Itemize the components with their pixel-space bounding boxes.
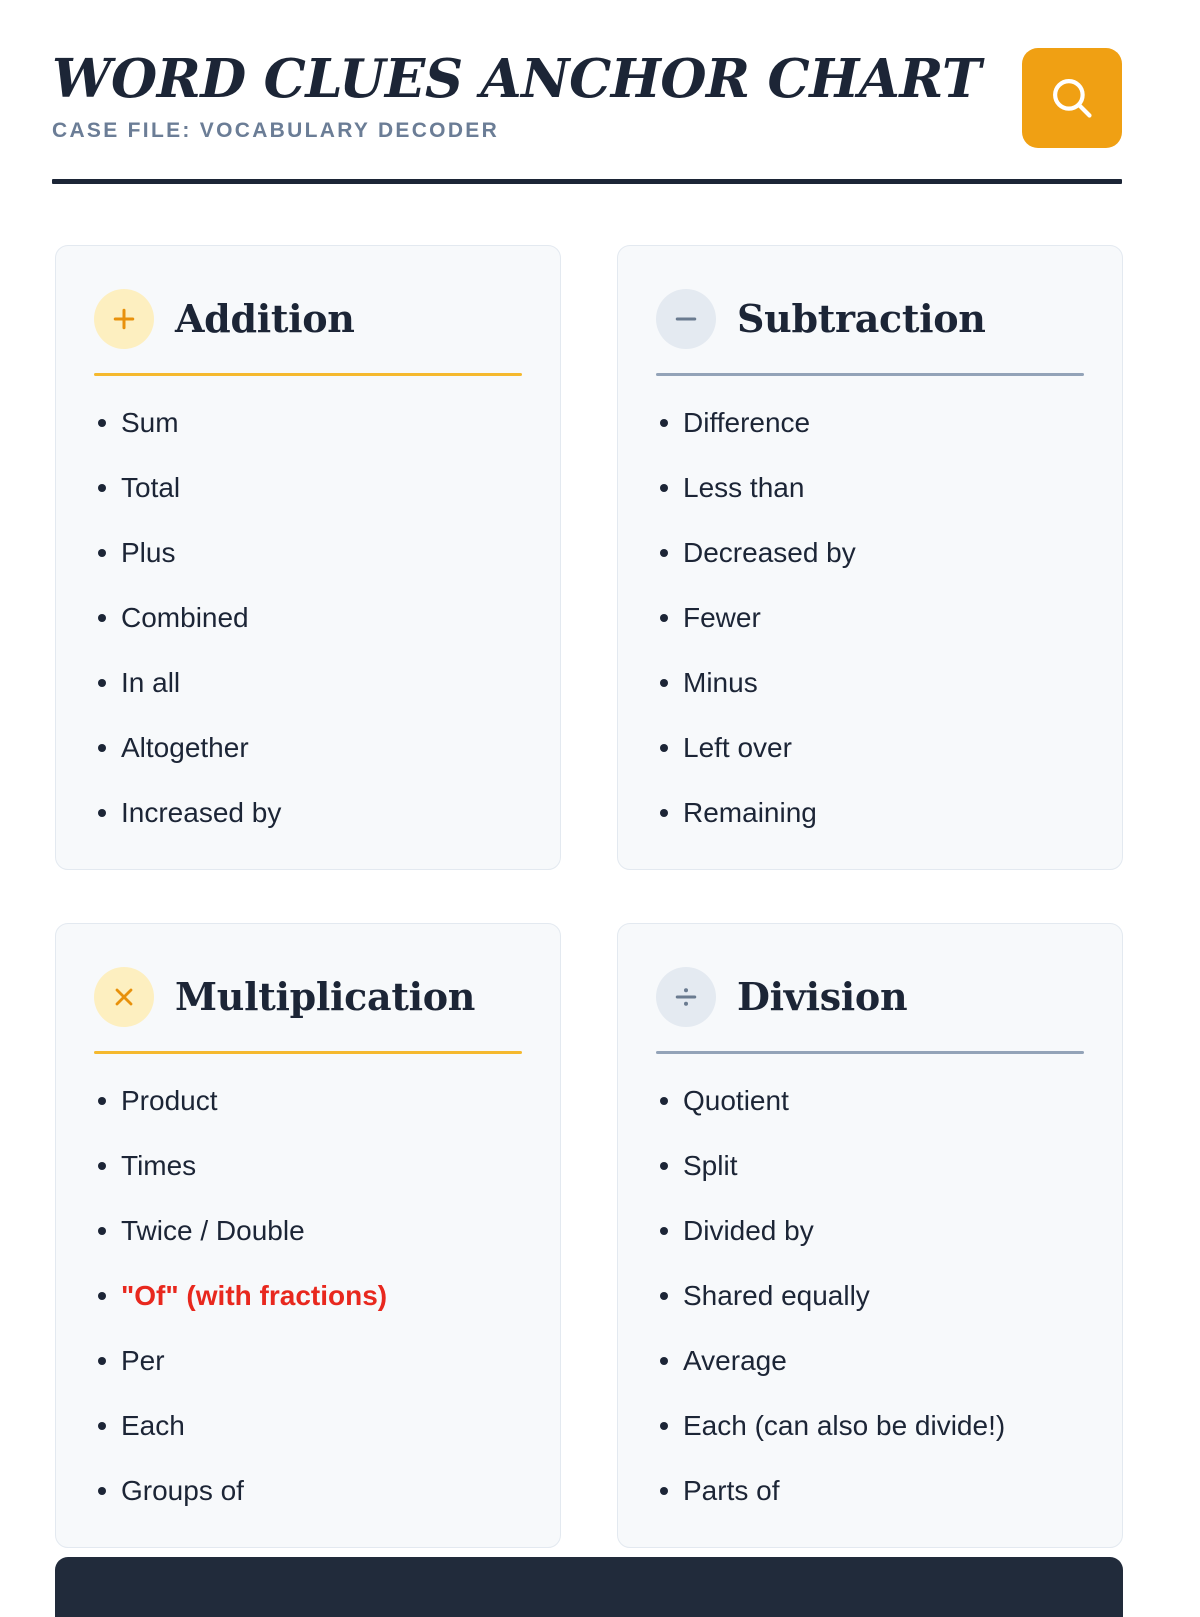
card-multiplication[interactable]: Multiplication Product Times Twice / Dou…: [55, 923, 561, 1549]
card-title: Division: [737, 974, 908, 1020]
card-title: Addition: [175, 296, 355, 341]
list-item: Average: [656, 1344, 1084, 1377]
list-item: Difference: [656, 406, 1084, 439]
list-item: Each (can also be divide!): [656, 1409, 1084, 1442]
list-item: Shared equally: [656, 1279, 1084, 1312]
list-item: Times: [94, 1149, 522, 1182]
page-title: WORD CLUES ANCHOR CHART: [52, 48, 981, 110]
card-header: Subtraction: [656, 289, 1084, 349]
list-item: Quotient: [656, 1084, 1084, 1117]
card-title: Multiplication: [175, 974, 476, 1020]
list-item: Groups of: [94, 1474, 522, 1507]
card-title: Subtraction: [737, 296, 986, 341]
clue-list-addition: Sum Total Plus Combined In all Altogethe…: [94, 406, 522, 829]
minus-icon: [656, 289, 716, 349]
card-header: Multiplication: [94, 967, 522, 1028]
card-underline: [656, 373, 1084, 376]
list-item: Product: [94, 1084, 522, 1117]
list-item: Each: [94, 1409, 522, 1442]
list-item: Plus: [94, 536, 522, 569]
list-item: Sum: [94, 406, 522, 439]
footer-bar: [55, 1557, 1123, 1617]
list-item: Left over: [656, 731, 1084, 764]
header-text-block: WORD CLUES ANCHOR CHART CASE FILE: VOCAB…: [52, 48, 981, 143]
list-item: Combined: [94, 601, 522, 634]
list-item: Total: [94, 471, 522, 504]
card-underline: [94, 373, 522, 376]
list-item: Fewer: [656, 601, 1084, 634]
card-addition[interactable]: Addition Sum Total Plus Combined In all …: [55, 245, 561, 871]
list-item: Parts of: [656, 1474, 1084, 1507]
clue-list-division: Quotient Split Divided by Shared equally…: [656, 1084, 1084, 1507]
divide-icon: [656, 967, 716, 1028]
operations-grid: Addition Sum Total Plus Combined In all …: [55, 245, 1123, 1549]
card-header: Addition: [94, 289, 522, 349]
list-item: Altogether: [94, 731, 522, 764]
list-item: Less than: [656, 471, 1084, 504]
list-item: Minus: [656, 666, 1084, 699]
clue-list-multiplication: Product Times Twice / Double "Of" (with …: [94, 1084, 522, 1507]
list-item: Decreased by: [656, 536, 1084, 569]
page-header: WORD CLUES ANCHOR CHART CASE FILE: VOCAB…: [52, 48, 1122, 148]
search-icon: [1047, 73, 1097, 123]
list-item: Increased by: [94, 796, 522, 829]
card-underline: [94, 1051, 522, 1055]
list-item-highlighted: "Of" (with fractions): [94, 1279, 522, 1312]
header-divider: [52, 179, 1122, 184]
search-button[interactable]: [1022, 48, 1122, 148]
multiply-icon: [94, 967, 154, 1028]
list-item: Twice / Double: [94, 1214, 522, 1247]
list-item: Divided by: [656, 1214, 1084, 1247]
list-item: Remaining: [656, 796, 1084, 829]
page-subtitle: CASE FILE: VOCABULARY DECODER: [52, 119, 500, 143]
card-division[interactable]: Division Quotient Split Divided by Share…: [617, 923, 1123, 1549]
list-item: In all: [94, 666, 522, 699]
card-subtraction[interactable]: Subtraction Difference Less than Decreas…: [617, 245, 1123, 871]
plus-icon: [94, 289, 154, 349]
list-item: Per: [94, 1344, 522, 1377]
card-underline: [656, 1051, 1084, 1055]
clue-list-subtraction: Difference Less than Decreased by Fewer …: [656, 406, 1084, 829]
card-header: Division: [656, 967, 1084, 1028]
list-item: Split: [656, 1149, 1084, 1182]
